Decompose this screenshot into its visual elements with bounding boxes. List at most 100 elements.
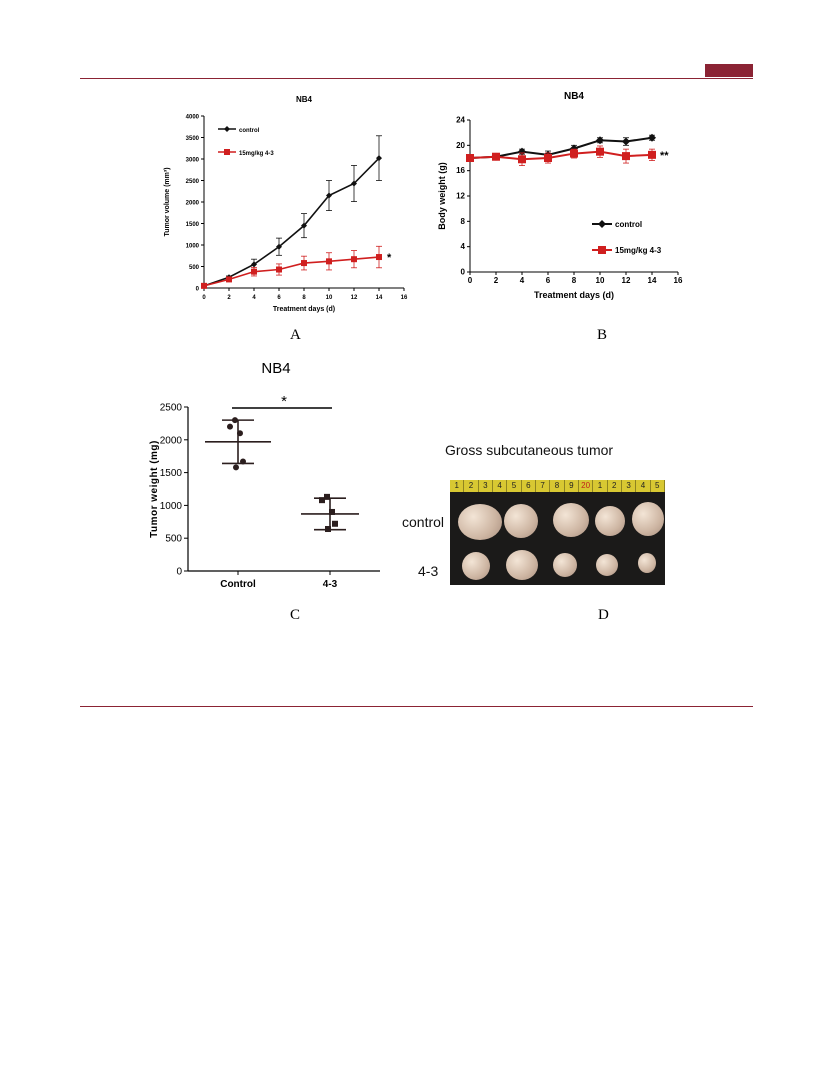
photo-title: Gross subcutaneous tumor — [445, 442, 614, 458]
data-point — [570, 149, 578, 158]
y-tick-label: 3000 — [186, 158, 200, 164]
y-tick-label: 20 — [456, 141, 465, 150]
ruler: 1 2 3 4 5 6 7 8 9 20 1 2 3 4 5 — [450, 480, 665, 492]
x-tick-label: 6 — [277, 295, 281, 301]
ruler-mark: 3 — [479, 480, 493, 492]
x-tick-label: 8 — [572, 276, 577, 285]
legend-label: 15mg/kg 4-3 — [615, 246, 662, 255]
x-tick-label: 12 — [351, 295, 358, 301]
x-tick-label: 2 — [227, 295, 231, 301]
y-tick-label: 1500 — [186, 222, 200, 228]
data-point — [648, 150, 656, 159]
data-point — [518, 155, 526, 164]
y-tick-label: 12 — [456, 192, 465, 201]
tumor — [504, 504, 538, 538]
data-point — [319, 497, 325, 504]
y-tick-label: 0 — [461, 268, 466, 277]
x-tick-label: 4 — [252, 295, 256, 301]
tumor — [458, 504, 502, 540]
data-point — [332, 520, 338, 527]
tumor — [506, 550, 538, 580]
x-tick-label: 4 — [520, 276, 525, 285]
data-point — [518, 147, 526, 156]
x-tick-label: 16 — [674, 276, 683, 285]
chart-c-tumor-weight: NB4 0 500 1000 1500 2000 2500 Tumor weight (mg)… — [149, 360, 380, 590]
series-line — [203, 157, 380, 287]
ruler-mark: 4 — [493, 480, 508, 492]
row-label-control: control — [402, 514, 445, 530]
x-axis-label: Treatment days (d) — [534, 290, 614, 300]
significance-mark: * — [387, 252, 392, 264]
data-point — [622, 137, 630, 146]
significance-mark: ** — [660, 150, 669, 162]
y-tick-label: 1000 — [160, 501, 183, 512]
y-tick-label: 8 — [461, 217, 466, 226]
data-point — [648, 133, 656, 142]
x-tick-label: 8 — [302, 295, 306, 301]
data-point — [324, 493, 330, 500]
ruler-mark: 1 — [593, 480, 608, 492]
ruler-mark: 9 — [565, 480, 579, 492]
y-tick-label: 2000 — [186, 201, 200, 207]
y-tick-label: 24 — [456, 116, 465, 125]
x-tick-label: Control — [220, 579, 256, 590]
y-tick-label: 1000 — [186, 244, 200, 250]
ruler-mark: 20 — [579, 480, 594, 492]
legend-marker — [224, 149, 230, 155]
data-point — [596, 147, 604, 156]
data-point — [325, 526, 331, 533]
significance-mark: * — [281, 393, 287, 410]
tumor — [462, 552, 490, 580]
series-line — [469, 136, 653, 159]
data-point — [301, 222, 307, 229]
panel-label-c: C — [290, 607, 301, 623]
y-tick-label: 0 — [176, 567, 182, 578]
y-axis-label: Tumor weight (mg) — [149, 440, 160, 538]
tumor — [595, 506, 625, 536]
y-tick-label: 2000 — [160, 435, 183, 446]
data-point — [251, 261, 257, 268]
x-tick-label: 2 — [494, 276, 499, 285]
y-tick-label: 1500 — [160, 468, 183, 479]
y-tick-label: 4000 — [186, 115, 200, 121]
y-tick-label: 16 — [456, 166, 465, 175]
ruler-mark: 5 — [507, 480, 522, 492]
header-rule — [80, 78, 753, 79]
data-point — [240, 458, 246, 465]
data-point — [301, 260, 307, 267]
data-point — [233, 464, 239, 471]
data-point — [326, 258, 332, 265]
data-point — [201, 282, 207, 289]
data-point — [251, 268, 257, 275]
data-point — [376, 254, 382, 261]
chart-title: NB4 — [261, 360, 290, 377]
ruler-mark: 4 — [636, 480, 651, 492]
data-point — [329, 508, 335, 515]
legend-label: control — [615, 220, 642, 229]
x-tick-label: 4-3 — [323, 579, 338, 590]
data-point — [227, 423, 233, 430]
x-tick-label: 0 — [202, 295, 206, 301]
data-point — [544, 154, 552, 162]
data-point — [351, 180, 357, 187]
data-point — [466, 154, 474, 162]
x-tick-label: 14 — [648, 276, 657, 285]
legend-marker — [598, 246, 606, 254]
data-point — [622, 152, 630, 161]
tumor — [553, 503, 589, 537]
y-axis-label: Tumor volume (mm³) — [164, 167, 171, 236]
data-point — [276, 266, 282, 273]
x-tick-label: 10 — [326, 295, 333, 301]
chart-title: NB4 — [564, 91, 584, 102]
y-axis-label: Body weight (g) — [437, 162, 447, 230]
y-tick-label: 500 — [189, 265, 200, 271]
data-point — [492, 152, 500, 161]
footer-rule — [80, 706, 753, 707]
data-point — [376, 155, 382, 162]
chart-a-tumor-volume: NB4 0 500 1000 1500 2000 2500 3000 3500 4000 0 2 4 6 8… — [164, 95, 408, 313]
x-tick-label: 6 — [546, 276, 551, 285]
ruler-mark: 2 — [464, 480, 479, 492]
row-label-treated: 4-3 — [418, 563, 439, 579]
data-point — [351, 256, 357, 263]
data-point — [232, 417, 238, 424]
